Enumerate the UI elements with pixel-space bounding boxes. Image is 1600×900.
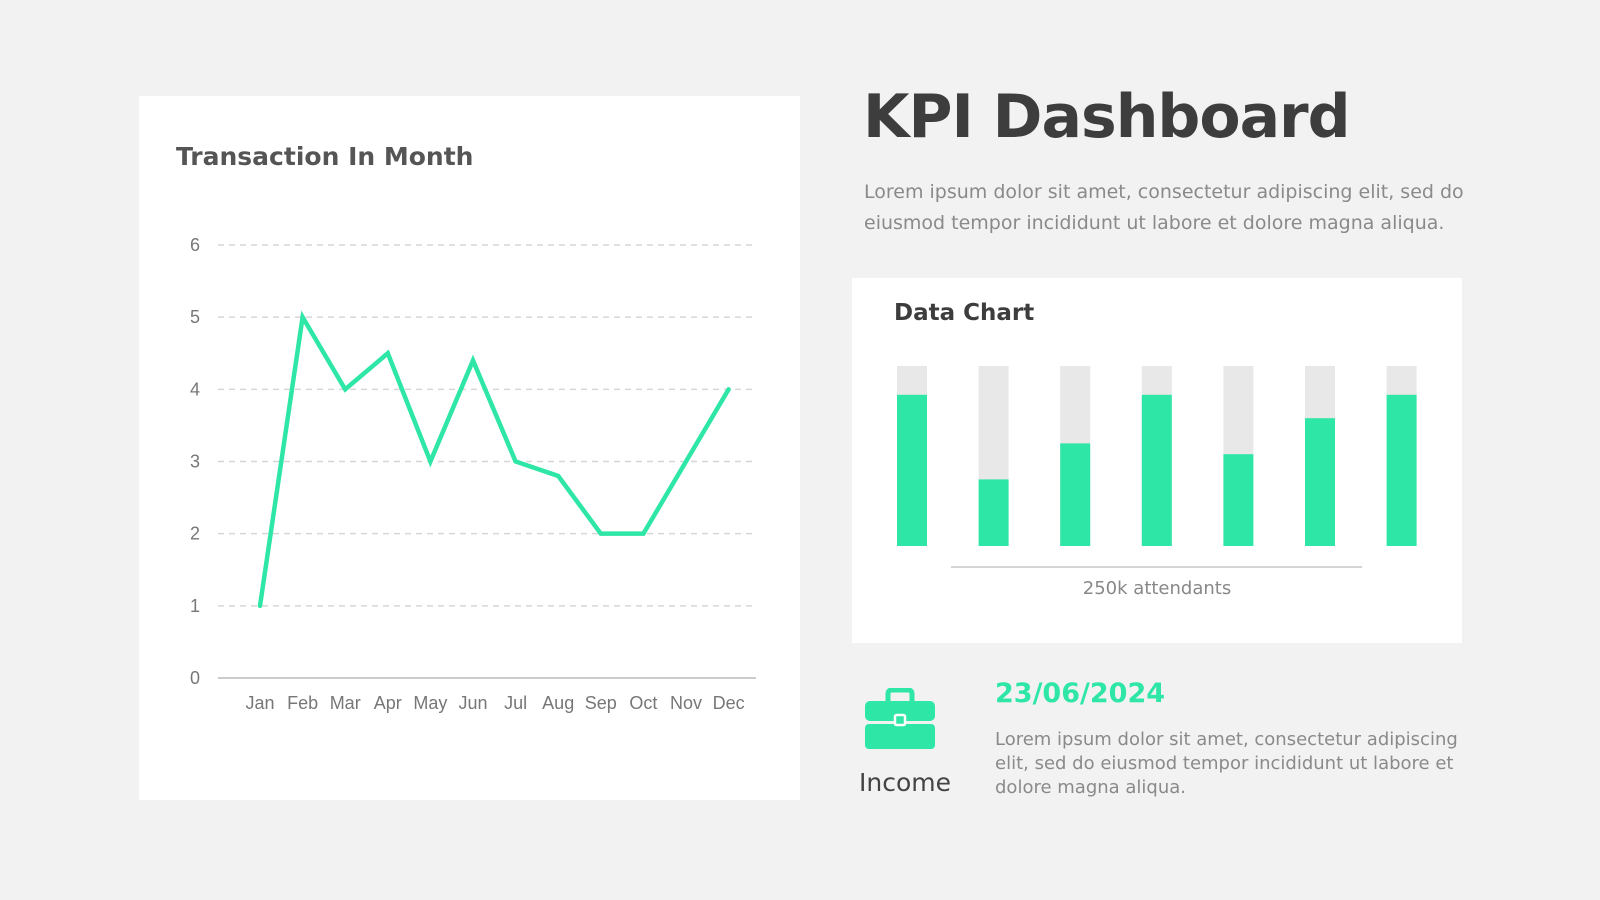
x-tick-label: Mar xyxy=(330,693,361,713)
data-point xyxy=(513,459,518,464)
data-point xyxy=(300,315,305,320)
x-tick-label: Jan xyxy=(245,693,274,713)
income-date: 23/06/2024 xyxy=(995,678,1166,709)
bar xyxy=(1305,418,1335,546)
data-point xyxy=(598,531,603,536)
y-tick-label: 5 xyxy=(190,307,200,327)
data-point xyxy=(684,459,688,464)
bar xyxy=(1141,394,1172,546)
y-tick-label: 3 xyxy=(190,452,200,472)
bar-chart-xlabel: 250k attendants xyxy=(1082,578,1232,599)
data-point xyxy=(726,387,731,392)
y-tick-label: 1 xyxy=(190,596,200,616)
data-point xyxy=(343,387,348,392)
bar-chart-card: Data Chart 250k attendants xyxy=(852,278,1462,643)
bar xyxy=(1386,394,1417,546)
y-tick-label: 0 xyxy=(190,668,200,688)
x-tick-label: Aug xyxy=(542,693,574,713)
series-line xyxy=(257,310,731,609)
y-tick-label: 6 xyxy=(190,235,200,255)
bar xyxy=(1223,454,1254,546)
y-tick-label: 2 xyxy=(190,524,200,544)
bar xyxy=(1060,443,1091,546)
x-tick-label: Jun xyxy=(458,693,487,713)
x-tick-label: Oct xyxy=(629,693,657,713)
line-chart: 0 1 2 3 4 5 6 Jan Feb Mar Apr May Jun Jul Aug Sep Oct Nov… xyxy=(190,235,756,713)
line-chart-title: Transaction In Month xyxy=(176,142,474,171)
x-tick-label: Feb xyxy=(287,693,318,713)
data-point xyxy=(471,358,475,363)
data-point xyxy=(556,473,561,478)
bar-chart xyxy=(897,366,1417,568)
x-tick-label: Dec xyxy=(713,693,745,713)
x-tick-label: Nov xyxy=(670,693,702,713)
y-tick-label: 4 xyxy=(190,379,200,399)
income-description: Lorem ipsum dolor sit amet, consectetur … xyxy=(995,729,1458,798)
bar xyxy=(897,394,927,546)
income-label: Income xyxy=(859,768,951,797)
page-description: Lorem ipsum dolor sit amet, consectetur … xyxy=(864,181,1464,234)
x-tick-label: Sep xyxy=(585,693,617,713)
bar-chart-title: Data Chart xyxy=(894,300,1035,326)
x-tick-label: May xyxy=(413,693,447,713)
page-title: KPI Dashboard xyxy=(863,82,1351,152)
briefcase-icon xyxy=(865,688,935,749)
bar xyxy=(978,479,1009,546)
data-point xyxy=(258,603,262,608)
x-tick-label: Jul xyxy=(504,693,527,713)
line-chart-card: Transaction In Month 0 1 2 3 4 5 6 Jan Feb Mar Apr… xyxy=(139,96,800,800)
data-point xyxy=(385,351,390,356)
x-tick-label: Apr xyxy=(374,693,402,713)
data-point xyxy=(641,531,646,536)
data-point xyxy=(428,459,433,464)
